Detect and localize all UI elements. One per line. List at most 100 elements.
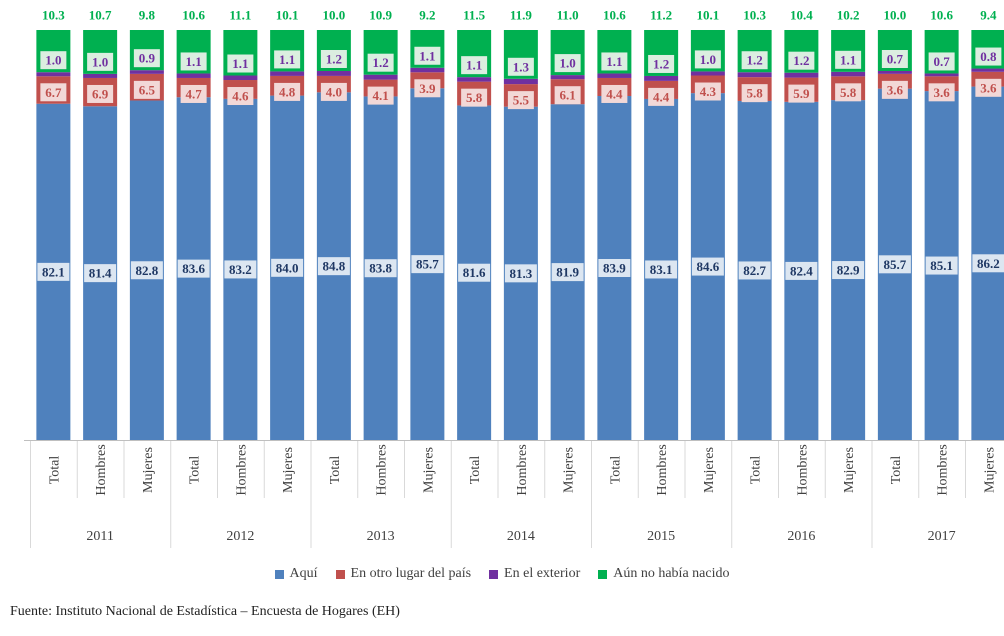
value-label-0-20: 86.2 — [977, 256, 1000, 271]
group-label-0: 2011 — [86, 529, 113, 544]
group-label-1: 2012 — [226, 529, 254, 544]
value-label-3-11: 11.0 — [557, 8, 579, 23]
value-label-bg-0-18 — [878, 255, 911, 274]
value-label-2-14: 1.0 — [700, 52, 716, 67]
bar-2-20 — [971, 68, 1004, 72]
category-label-2: Mujeres — [141, 447, 156, 493]
value-label-bg-1-1 — [87, 84, 114, 103]
category-label-17: Mujeres — [842, 447, 857, 493]
value-label-0-9: 81.6 — [463, 265, 486, 280]
bar-2-3 — [176, 73, 211, 78]
value-label-1-16: 5.9 — [793, 86, 810, 101]
value-label-bg-0-0 — [37, 262, 70, 281]
value-label-3-18: 10.0 — [884, 8, 907, 23]
group-label-3: 2014 — [507, 529, 535, 544]
value-label-2-2: 0.9 — [139, 51, 156, 66]
category-label-10: Hombres — [515, 444, 530, 495]
value-label-bg-2-9 — [461, 56, 488, 75]
value-label-0-15: 82.7 — [743, 263, 766, 278]
category-label-8: Mujeres — [421, 447, 436, 493]
value-label-bg-1-0 — [40, 83, 67, 102]
category-label-12: Total — [608, 456, 623, 485]
value-label-bg-2-8 — [414, 46, 441, 65]
value-label-1-1: 6.9 — [92, 86, 109, 101]
legend-label-aqui: Aquí — [289, 566, 318, 581]
value-label-bg-2-17 — [835, 50, 862, 69]
value-label-bg-0-17 — [832, 261, 865, 280]
value-label-3-5: 10.1 — [276, 8, 299, 23]
bar-2-18 — [877, 71, 912, 74]
category-label-6: Total — [328, 456, 343, 485]
value-label-bg-2-10 — [507, 57, 534, 76]
value-label-bg-0-16 — [785, 261, 818, 280]
bar-2-7 — [363, 74, 398, 80]
bar-2-6 — [316, 71, 351, 76]
value-label-2-15: 1.2 — [747, 53, 763, 68]
value-label-3-0: 10.3 — [42, 8, 65, 23]
value-label-1-2: 6.5 — [139, 82, 156, 97]
value-label-2-6: 1.2 — [326, 52, 342, 67]
value-label-0-13: 83.1 — [650, 262, 673, 277]
value-label-0-17: 82.9 — [837, 263, 860, 278]
category-label-19: Hombres — [936, 444, 951, 495]
value-label-3-7: 10.9 — [369, 8, 392, 23]
bar-2-19 — [924, 73, 959, 77]
value-label-bg-1-8 — [414, 79, 441, 98]
legend: Aquí En otro lugar del país En el exteri… — [0, 566, 1004, 582]
legend-item-otro-lugar: En otro lugar del país — [335, 566, 471, 582]
value-label-1-18: 3.6 — [887, 82, 904, 97]
value-label-bg-2-14 — [694, 50, 721, 69]
value-label-1-14: 4.3 — [700, 84, 717, 99]
legend-swatch-otro-lugar — [335, 569, 345, 579]
value-label-bg-2-12 — [601, 52, 628, 71]
value-label-bg-1-5 — [274, 82, 301, 101]
value-label-0-8: 85.7 — [416, 257, 439, 272]
value-label-3-2: 9.8 — [139, 8, 156, 23]
value-label-1-8: 3.9 — [419, 81, 436, 96]
value-label-bg-2-18 — [881, 50, 908, 68]
value-label-bg-2-2 — [133, 49, 160, 68]
value-label-bg-2-5 — [274, 50, 301, 69]
value-label-bg-2-0 — [40, 51, 67, 70]
value-label-0-1: 81.4 — [89, 266, 112, 281]
value-label-bg-1-13 — [648, 87, 675, 106]
value-label-bg-1-15 — [741, 84, 768, 103]
bar-2-11 — [550, 75, 585, 80]
value-label-1-10: 5.5 — [513, 93, 530, 108]
bar-2-17 — [831, 71, 866, 77]
value-label-bg-0-15 — [738, 261, 771, 280]
value-label-0-5: 84.0 — [276, 260, 299, 275]
value-label-bg-2-3 — [180, 52, 207, 71]
bar-2-10 — [503, 78, 538, 85]
value-label-bg-1-14 — [694, 82, 721, 101]
value-label-bg-1-4 — [227, 87, 254, 106]
group-label-5: 2016 — [787, 529, 815, 544]
legend-item-aqui: Aquí — [274, 566, 318, 582]
value-label-bg-0-10 — [504, 264, 537, 283]
value-label-3-15: 10.3 — [743, 8, 766, 23]
value-label-0-16: 82.4 — [790, 263, 813, 278]
category-label-20: Mujeres — [982, 447, 997, 493]
value-label-3-3: 10.6 — [182, 8, 205, 23]
legend-swatch-exterior — [489, 569, 499, 579]
value-label-0-18: 85.7 — [884, 257, 907, 272]
value-label-1-6: 4.0 — [326, 84, 342, 99]
value-label-bg-0-9 — [458, 263, 491, 282]
value-label-bg-1-17 — [835, 83, 862, 102]
value-label-2-11: 1.0 — [560, 56, 576, 71]
legend-label-no-nacido: Aún no había nacido — [613, 566, 730, 581]
value-label-2-16: 1.2 — [793, 53, 809, 68]
value-label-bg-1-7 — [367, 86, 394, 105]
value-label-2-12: 1.1 — [606, 54, 622, 69]
value-label-bg-0-13 — [645, 260, 678, 279]
value-label-bg-2-19 — [928, 52, 955, 71]
value-label-0-19: 85.1 — [930, 258, 953, 273]
value-label-1-4: 4.6 — [232, 89, 249, 104]
value-label-bg-1-6 — [320, 82, 347, 101]
value-label-2-7: 1.2 — [373, 55, 389, 70]
value-label-bg-1-9 — [461, 88, 488, 107]
value-label-2-5: 1.1 — [279, 52, 295, 67]
value-label-2-19: 0.7 — [934, 54, 951, 69]
value-label-1-0: 6.7 — [45, 85, 62, 100]
value-label-bg-1-11 — [554, 86, 581, 105]
